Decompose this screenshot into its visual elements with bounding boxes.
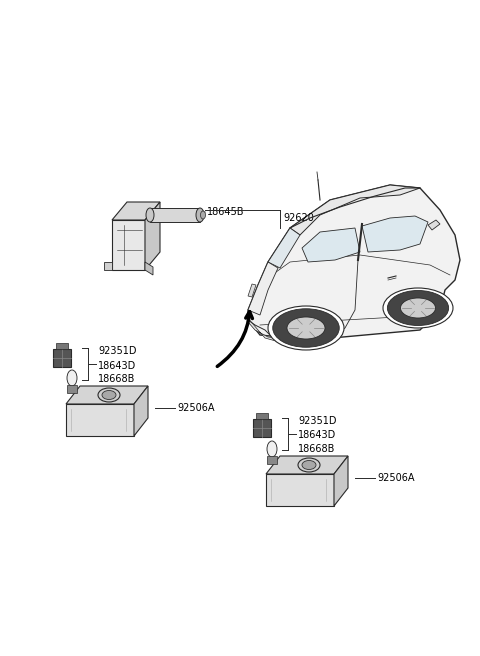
Polygon shape (134, 386, 148, 436)
Polygon shape (56, 343, 68, 349)
Polygon shape (362, 216, 428, 252)
Text: 92351D: 92351D (98, 346, 136, 356)
Text: 18645B: 18645B (207, 207, 244, 217)
Polygon shape (145, 262, 153, 275)
Text: 92620: 92620 (283, 213, 314, 223)
Polygon shape (104, 262, 112, 270)
Polygon shape (248, 262, 278, 315)
Polygon shape (248, 185, 460, 340)
Bar (150, 208, 200, 222)
Polygon shape (66, 386, 148, 404)
Polygon shape (428, 220, 440, 230)
Ellipse shape (98, 388, 120, 402)
Polygon shape (256, 413, 268, 419)
Polygon shape (53, 349, 71, 367)
Polygon shape (268, 228, 300, 268)
Ellipse shape (383, 288, 453, 328)
FancyArrowPatch shape (217, 312, 252, 367)
Bar (67, 385, 77, 393)
Polygon shape (266, 474, 334, 506)
Polygon shape (112, 202, 160, 220)
Ellipse shape (196, 208, 204, 222)
Ellipse shape (146, 208, 154, 222)
Text: 92506A: 92506A (377, 473, 415, 483)
Text: 18668B: 18668B (298, 444, 336, 454)
Ellipse shape (201, 211, 205, 219)
Polygon shape (248, 284, 256, 297)
Polygon shape (302, 228, 360, 262)
Polygon shape (266, 456, 348, 474)
Ellipse shape (67, 370, 77, 386)
Ellipse shape (287, 317, 325, 339)
Ellipse shape (298, 458, 320, 472)
Polygon shape (145, 202, 160, 270)
Ellipse shape (302, 461, 316, 470)
Polygon shape (290, 185, 420, 235)
Text: 18643D: 18643D (298, 430, 336, 440)
Ellipse shape (102, 390, 116, 400)
Ellipse shape (273, 309, 339, 347)
Ellipse shape (268, 306, 344, 350)
Ellipse shape (267, 441, 277, 457)
Polygon shape (112, 220, 145, 270)
Text: 92506A: 92506A (177, 403, 215, 413)
Ellipse shape (400, 298, 435, 318)
Polygon shape (248, 318, 320, 348)
Ellipse shape (387, 291, 449, 325)
Text: 92351D: 92351D (298, 416, 336, 426)
Polygon shape (66, 404, 134, 436)
Polygon shape (334, 456, 348, 506)
Polygon shape (253, 419, 271, 437)
Text: 18643D: 18643D (98, 361, 136, 371)
Bar (267, 456, 277, 464)
Text: 18668B: 18668B (98, 374, 135, 384)
